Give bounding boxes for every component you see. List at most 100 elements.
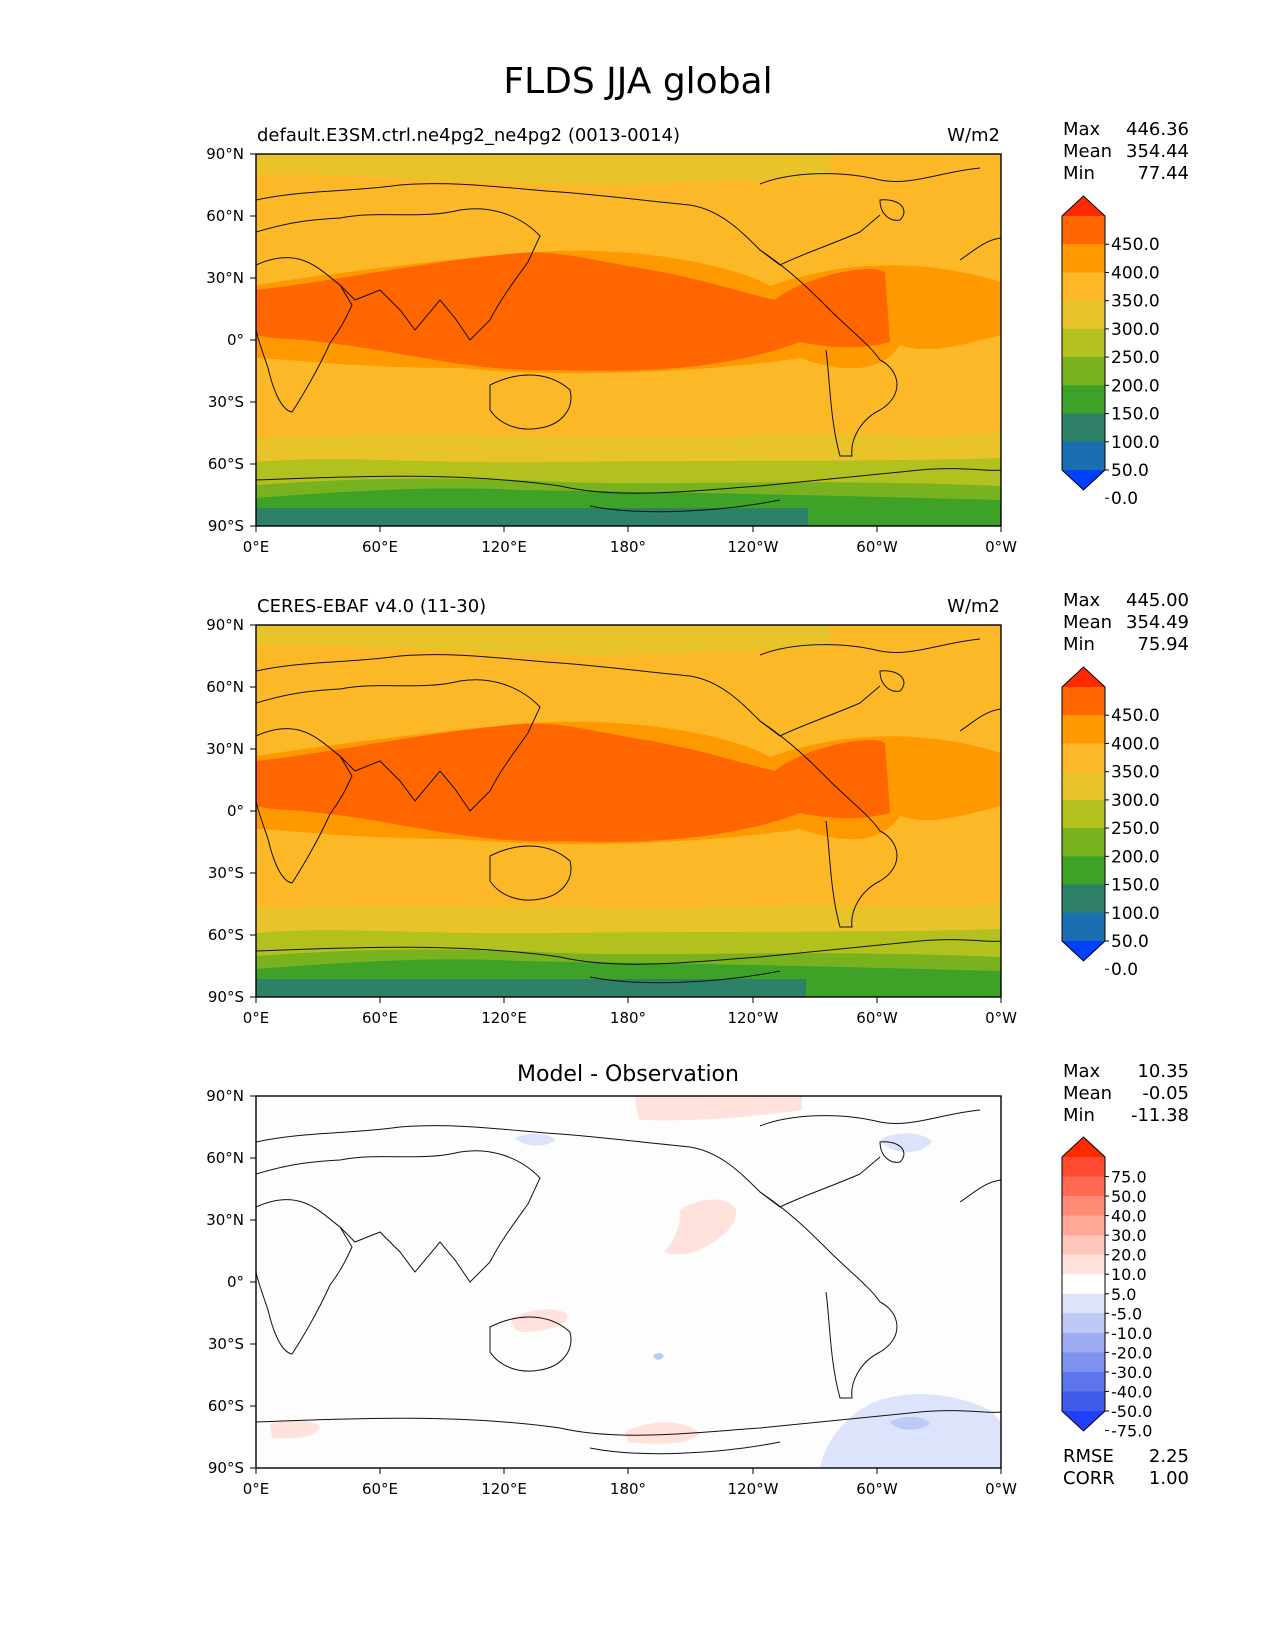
panel-diff-lat-ticks: 90°N 60°N 30°N 0° 30°S 60°S 90°S: [206, 1087, 256, 1477]
colorbar-extend-max: [1062, 196, 1105, 216]
colorbar-segment: [1062, 912, 1105, 942]
panel-test-units: W/m2: [947, 125, 1000, 146]
colorbar-tick-label: 100.0: [1111, 904, 1160, 924]
panel-diff-stats: Max 10.35 Mean -0.05 Min -11.38: [1063, 1061, 1189, 1126]
colorbar-tick-label: 40.0: [1111, 1207, 1147, 1226]
colorbar-tick-label: -30.0: [1111, 1363, 1152, 1382]
colorbar-tick-label: -20.0: [1111, 1343, 1152, 1362]
stat-max-value: 10.35: [1137, 1061, 1189, 1082]
panel-reference-coastlines: [256, 638, 1001, 984]
colorbar-tick-label: 150.0: [1111, 405, 1160, 425]
colorbar-tick-label: -75.0: [1111, 1422, 1152, 1441]
lat-tick-label: 60°N: [206, 207, 244, 225]
panel-diff: Model - Observation: [206, 1061, 1189, 1498]
colorbar-segment: [1062, 216, 1105, 245]
colorbar-tick-label: -50.0: [1111, 1402, 1152, 1421]
colorbar-segment: [1062, 441, 1105, 471]
lat-tick-label: 90°S: [208, 1459, 244, 1477]
colorbar-segment: [1062, 1254, 1105, 1275]
colorbar-tick-label: 150.0: [1111, 876, 1160, 896]
stat-mean-label: Mean: [1063, 141, 1112, 162]
lon-tick-label: 120°W: [728, 538, 779, 556]
stat-max-label: Max: [1063, 1061, 1101, 1082]
lat-tick-label: 0°: [227, 802, 244, 820]
lat-tick-label: 30°N: [206, 269, 244, 287]
corr-label: CORR: [1063, 1468, 1115, 1489]
panel-diff-colorbar: 75.050.040.030.020.010.05.0-5.0-10.0-20.…: [1061, 1136, 1152, 1441]
lat-tick-label: 30°S: [208, 864, 244, 882]
colorbar-segment: [1062, 1371, 1105, 1392]
stat-max-value: 446.36: [1126, 119, 1189, 140]
lon-tick-label: 60°W: [856, 1009, 898, 1027]
colorbar-segment: [1062, 244, 1105, 273]
lon-tick-label: 120°E: [481, 538, 527, 556]
panel-reference-title: CERES-EBAF v4.0 (11-30): [257, 596, 486, 617]
stat-mean-value: 354.49: [1126, 612, 1189, 633]
panel-reference-lon-ticks: 0°E 60°E 120°E 180° 120°W 60°W 0°W: [243, 997, 1017, 1027]
colorbar-segment: [1062, 1215, 1105, 1236]
stat-mean-value: -0.05: [1142, 1083, 1189, 1104]
stat-min-value: 75.94: [1137, 634, 1189, 655]
colorbar-segment: [1062, 799, 1105, 829]
colorbar-tick-label: 10.0: [1111, 1265, 1147, 1284]
colorbar-segment: [1062, 1235, 1105, 1256]
stat-min-label: Min: [1063, 163, 1095, 184]
lat-tick-label: 90°N: [206, 145, 244, 163]
colorbar-segment: [1062, 828, 1105, 857]
lat-tick-label: 90°N: [206, 1087, 244, 1105]
lon-tick-label: 60°W: [856, 538, 898, 556]
lat-tick-label: 60°S: [208, 1397, 244, 1415]
lon-tick-label: 180°: [610, 1009, 646, 1027]
panel-test-stats: Max 446.36 Mean 354.44 Min 77.44: [1063, 119, 1189, 184]
colorbar-segment: [1062, 771, 1105, 801]
stat-min-label: Min: [1063, 1105, 1095, 1126]
lon-tick-label: 0°E: [243, 1480, 270, 1498]
panel-diff-title: Model - Observation: [517, 1062, 739, 1087]
colorbar-tick-label: 5.0: [1111, 1285, 1136, 1304]
colorbar-tick-label: 250.0: [1111, 348, 1160, 368]
colorbar-segment: [1062, 357, 1105, 386]
panel-reference-lat-ticks: 90°N 60°N 30°N 0° 30°S 60°S 90°S: [206, 616, 256, 1006]
colorbar-segment: [1062, 1352, 1105, 1373]
colorbar-tick-label: 200.0: [1111, 847, 1160, 867]
colorbar-segment: [1062, 884, 1105, 914]
lat-tick-label: 90°S: [208, 988, 244, 1006]
panel-reference-stats: Max 445.00 Mean 354.49 Min 75.94: [1063, 590, 1189, 655]
colorbar-tick-label: 50.0: [1111, 1187, 1147, 1206]
lat-tick-label: 60°N: [206, 678, 244, 696]
colorbar-tick-label: 0.0: [1111, 960, 1138, 980]
stat-mean-value: 354.44: [1126, 141, 1189, 162]
colorbar-segment: [1062, 385, 1105, 415]
stat-min-label: Min: [1063, 634, 1095, 655]
colorbar-tick-label: -40.0: [1111, 1382, 1152, 1401]
colorbar-segment: [1062, 1332, 1105, 1353]
colorbar-segment: [1062, 715, 1105, 744]
colorbar-tick-label: 200.0: [1111, 376, 1160, 396]
panel-test-lat-ticks: 90°N 60°N 30°N 0° 30°S 60°S 90°S: [206, 145, 256, 535]
lon-tick-label: 60°W: [856, 1480, 898, 1498]
lat-tick-label: 30°N: [206, 740, 244, 758]
lon-tick-label: 0°W: [985, 538, 1017, 556]
lat-tick-label: 90°S: [208, 517, 244, 535]
colorbar-segment: [1062, 272, 1105, 302]
panel-diff-lon-ticks: 0°E 60°E 120°E 180° 120°W 60°W 0°W: [243, 1468, 1017, 1498]
colorbar-segment: [1062, 413, 1105, 443]
stat-min-value: -11.38: [1131, 1105, 1189, 1126]
colorbar-tick-label: 50.0: [1111, 932, 1149, 952]
colorbar-segment: [1062, 1176, 1105, 1197]
colorbar-tick-label: -5.0: [1111, 1304, 1142, 1323]
colorbar-extend-min: [1062, 1411, 1105, 1431]
colorbar-tick-label: 300.0: [1111, 320, 1160, 340]
panel-test-title: default.E3SM.ctrl.ne4pg2_ne4pg2 (0013-00…: [257, 125, 680, 146]
colorbar-tick-label: 400.0: [1111, 263, 1160, 283]
lon-tick-label: 0°W: [985, 1480, 1017, 1498]
panel-test-coastlines: [256, 167, 1001, 513]
lon-tick-label: 0°E: [243, 538, 270, 556]
lon-tick-label: 60°E: [362, 1009, 398, 1027]
lon-tick-label: 120°E: [481, 1009, 527, 1027]
colorbar-tick-label: 450.0: [1111, 235, 1160, 255]
stat-mean-label: Mean: [1063, 612, 1112, 633]
colorbar-tick-label: 350.0: [1111, 292, 1160, 312]
panel-diff-extra-stats: RMSE 2.25 CORR 1.00: [1063, 1446, 1189, 1489]
stat-max-value: 445.00: [1126, 590, 1189, 611]
